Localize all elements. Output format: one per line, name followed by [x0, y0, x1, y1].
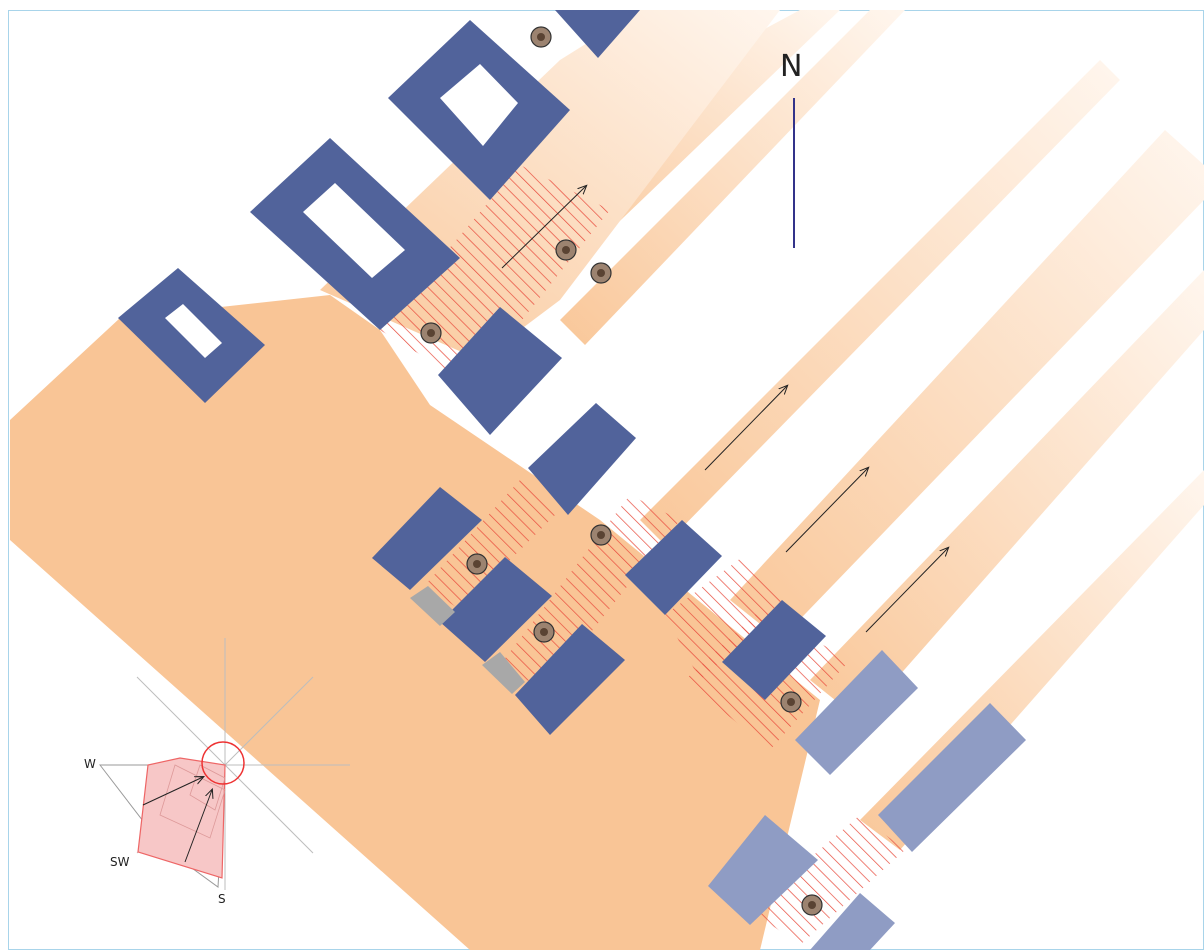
wind-rose-label-s: S: [218, 892, 226, 906]
crosswalk-2: [425, 480, 560, 610]
wind-rose: W SW S: [84, 638, 350, 906]
marker-icon: [530, 26, 552, 48]
wind-arrow-4: [865, 548, 948, 633]
marker-icon: [590, 524, 612, 546]
building-d: [440, 557, 552, 662]
marker-icon: [466, 553, 488, 575]
building-light-1: [795, 650, 918, 775]
wind-rose-label-sw: SW: [110, 855, 130, 869]
street-band-5: [810, 270, 1204, 720]
building-c: [372, 487, 482, 590]
building-light-4: [810, 893, 895, 950]
street-band-2: [560, 10, 905, 345]
building-g: [722, 600, 826, 700]
wind-rose-fill: [137, 757, 226, 879]
building-ring-1: [118, 268, 265, 403]
street-band-3: [640, 60, 1120, 545]
wind-arrow-1: [501, 186, 586, 269]
building-light-2: [878, 703, 1026, 852]
marker-icon: [801, 894, 823, 916]
gray-block-2: [482, 652, 525, 694]
building-f: [625, 520, 722, 615]
marker-icon: [780, 691, 802, 713]
building-b: [528, 403, 636, 515]
marker-icon: [533, 621, 555, 643]
crosswalk-6: [750, 815, 905, 945]
gray-block-1: [410, 586, 455, 626]
wind-rose-arrow-1: [142, 777, 203, 806]
north-label: N: [780, 49, 802, 84]
buildings: [118, 10, 1026, 950]
wind-arrows: [501, 186, 948, 633]
building-light-3: [708, 815, 818, 925]
building-e: [515, 624, 625, 735]
crosswalk-4: [665, 555, 790, 680]
wind-arrow-2: [704, 386, 787, 471]
plaza-area: [10, 295, 820, 950]
marker-icon: [420, 322, 442, 344]
building-ring-2: [250, 138, 460, 330]
marker-icon: [590, 262, 612, 284]
wind-rose-label-w: W: [84, 757, 96, 771]
building-ring-3: [388, 20, 570, 200]
north-indicator: N: [780, 49, 802, 248]
wind-rose-center-ring: [201, 741, 245, 785]
marker-icon: [555, 239, 577, 261]
building-top-partial: [555, 10, 640, 58]
wind-rose-arrow-2: [184, 790, 212, 863]
wind-rose-grid: [159, 764, 226, 839]
measurement-points: [420, 26, 823, 916]
building-a: [438, 307, 562, 435]
street-band-4: [730, 130, 1204, 640]
wind-arrow-3: [785, 468, 868, 553]
